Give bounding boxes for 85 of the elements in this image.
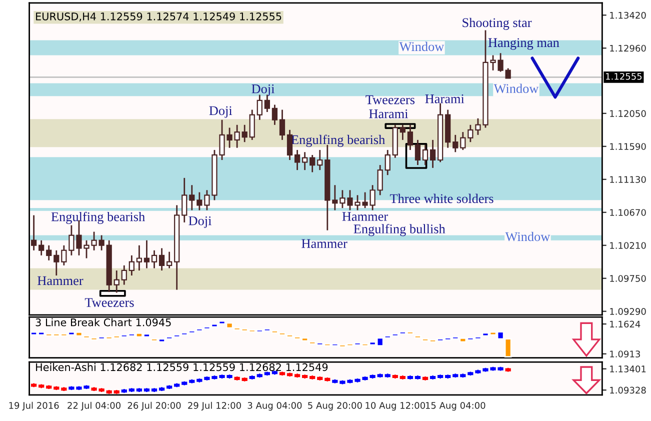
candlestick xyxy=(158,248,165,272)
candlestick xyxy=(370,184,376,211)
y-tick-label: 1.09750 xyxy=(610,275,646,282)
annotation: Shooting star xyxy=(462,18,532,30)
ref-line-label: 1.12555 xyxy=(606,72,642,80)
candlestick xyxy=(286,129,293,161)
y-tick-label: 1.11130 xyxy=(610,176,646,183)
candlestick xyxy=(182,177,188,224)
candlestick xyxy=(234,124,240,149)
candlestick xyxy=(317,149,323,171)
candlestick xyxy=(249,109,255,141)
band-label: Window xyxy=(505,232,550,242)
candlestick xyxy=(452,134,458,153)
candlestick xyxy=(460,131,466,151)
y-tick-label: 1.12960 xyxy=(610,44,646,52)
y-tick-label: 1.13420 xyxy=(610,12,646,19)
annotation: Harami xyxy=(425,94,464,104)
candlestick xyxy=(114,270,120,294)
candlestick xyxy=(272,104,278,126)
candlestick xyxy=(384,149,390,176)
y-tick-label: 1.09328 xyxy=(610,386,646,394)
candlestick xyxy=(256,94,262,121)
candlestick xyxy=(302,151,308,171)
candlestick xyxy=(196,192,202,211)
annotation: Doji xyxy=(209,106,232,118)
y-tick-label: 1.09290 xyxy=(610,308,646,315)
candlestick xyxy=(46,244,52,262)
candlestick xyxy=(136,244,142,272)
x-tick-label: 26 Jul 20:00 xyxy=(128,402,181,411)
y-tick-label: 1.13401 xyxy=(610,366,646,372)
annotation: Three white solders xyxy=(390,194,494,204)
candlestick xyxy=(294,149,300,171)
y-tick-label: 1.1624 xyxy=(610,320,640,328)
x-tick-label: 5 Aug 20:00 xyxy=(308,402,362,411)
x-tick-label: 29 Jul 12:00 xyxy=(188,402,241,411)
candlestick xyxy=(407,124,414,151)
candlestick xyxy=(31,214,37,252)
text: EURUSD,H4 1.12559 1.12574 1.12549 1.12555 xyxy=(36,12,282,22)
candlestick xyxy=(468,124,474,143)
y-tick-label: 1.10210 xyxy=(610,242,646,249)
chart-title: Heiken-Ashi 1.12682 1.12559 1.12559 1.12682 1.12549 xyxy=(36,363,328,372)
candlestick xyxy=(332,184,338,211)
x-tick-label: 19 Jul 2016 xyxy=(9,402,59,411)
chart-title: 3 Line Break Chart 1.0945 xyxy=(36,318,171,326)
candlestick xyxy=(151,250,158,269)
annotation: Hammer xyxy=(38,276,84,286)
candlestick xyxy=(505,68,511,79)
candlestick xyxy=(121,264,127,286)
x-tick-label: 10 Aug 12:00 xyxy=(366,402,425,411)
candlestick xyxy=(54,250,60,276)
band-label: Window xyxy=(399,42,444,52)
y-tick-label: 1.10670 xyxy=(610,209,646,216)
candlestick xyxy=(414,139,421,166)
annotation: Engulfing bullish xyxy=(354,224,446,236)
annotation: Engulfing bearish xyxy=(291,134,385,147)
annotation: Engulfing bearish xyxy=(51,212,145,224)
candlestick xyxy=(310,154,316,173)
annotation: Hammer xyxy=(302,239,348,248)
candlestick xyxy=(422,144,428,166)
candlestick xyxy=(166,251,172,269)
annotation: Doji xyxy=(188,216,212,228)
candlestick xyxy=(61,244,67,266)
y-tick-label: 1.11590 xyxy=(610,143,646,150)
candlestick xyxy=(144,240,150,269)
candlestick xyxy=(430,139,436,169)
band-label: Window xyxy=(494,84,539,94)
y-tick-label: 1.12050 xyxy=(610,110,646,117)
candlestick xyxy=(400,124,406,141)
x-tick-label: 15 Aug 04:00 xyxy=(426,402,486,411)
candlestick xyxy=(264,94,270,113)
annotation: Tweezers xyxy=(84,298,134,307)
annotation: Hammer xyxy=(342,212,388,221)
annotation: Doji xyxy=(252,84,275,96)
x-tick-label: 3 Aug 04:00 xyxy=(248,402,302,411)
candlestick xyxy=(128,254,134,276)
annotation: Harami xyxy=(369,109,408,118)
annotation: Hanging man xyxy=(488,38,560,50)
x-tick-label: 22 Jul 04:00 xyxy=(68,402,121,411)
y-tick-label: 1.0913 xyxy=(610,350,640,358)
candlestick xyxy=(189,184,195,211)
candlestick xyxy=(38,240,44,256)
annotation: Tweezers xyxy=(366,95,415,104)
candlestick xyxy=(279,109,286,141)
candlestick xyxy=(242,124,248,143)
candlestick xyxy=(377,164,383,196)
